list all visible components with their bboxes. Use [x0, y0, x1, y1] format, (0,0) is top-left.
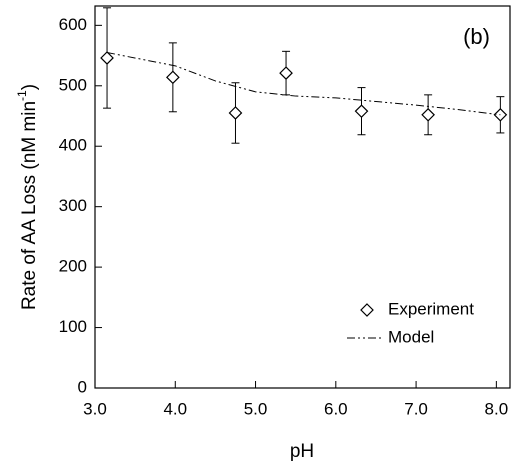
marker	[100, 51, 114, 65]
y-label-sup: -1	[15, 90, 29, 101]
x-axis-label: pH	[290, 441, 314, 462]
y-tick-label: 500	[59, 75, 87, 94]
x-tick-label: 5.0	[244, 399, 268, 418]
marker	[166, 70, 180, 85]
legend-marker	[360, 303, 374, 317]
y-label-end: )	[19, 84, 40, 90]
y-tick-label: 400	[59, 136, 87, 155]
y-axis-label: Rate of AA Loss (nM min-1)	[15, 84, 40, 310]
legend-label: Experiment	[388, 299, 474, 318]
marker	[421, 107, 435, 122]
y-label-main: Rate of AA Loss (nM min	[19, 101, 40, 310]
x-tick-label: 6.0	[324, 399, 348, 418]
y-tick-label: 100	[59, 317, 87, 336]
x-tick-label: 7.0	[404, 399, 428, 418]
marker	[228, 106, 243, 120]
x-tick-label: 3.0	[83, 399, 107, 418]
marker	[279, 66, 293, 80]
model-line	[106, 52, 501, 116]
y-tick-label: 300	[59, 196, 87, 215]
y-tick-label: 0	[78, 377, 87, 396]
marker	[354, 104, 369, 119]
x-tick-label: 4.0	[163, 399, 187, 418]
annotation: (b)	[463, 24, 490, 49]
y-tick-label: 200	[59, 257, 87, 276]
y-tick-label: 600	[59, 15, 87, 34]
legend-label: Model	[388, 327, 434, 346]
plot-frame	[94, 5, 511, 389]
x-tick-label: 8.0	[485, 399, 509, 418]
